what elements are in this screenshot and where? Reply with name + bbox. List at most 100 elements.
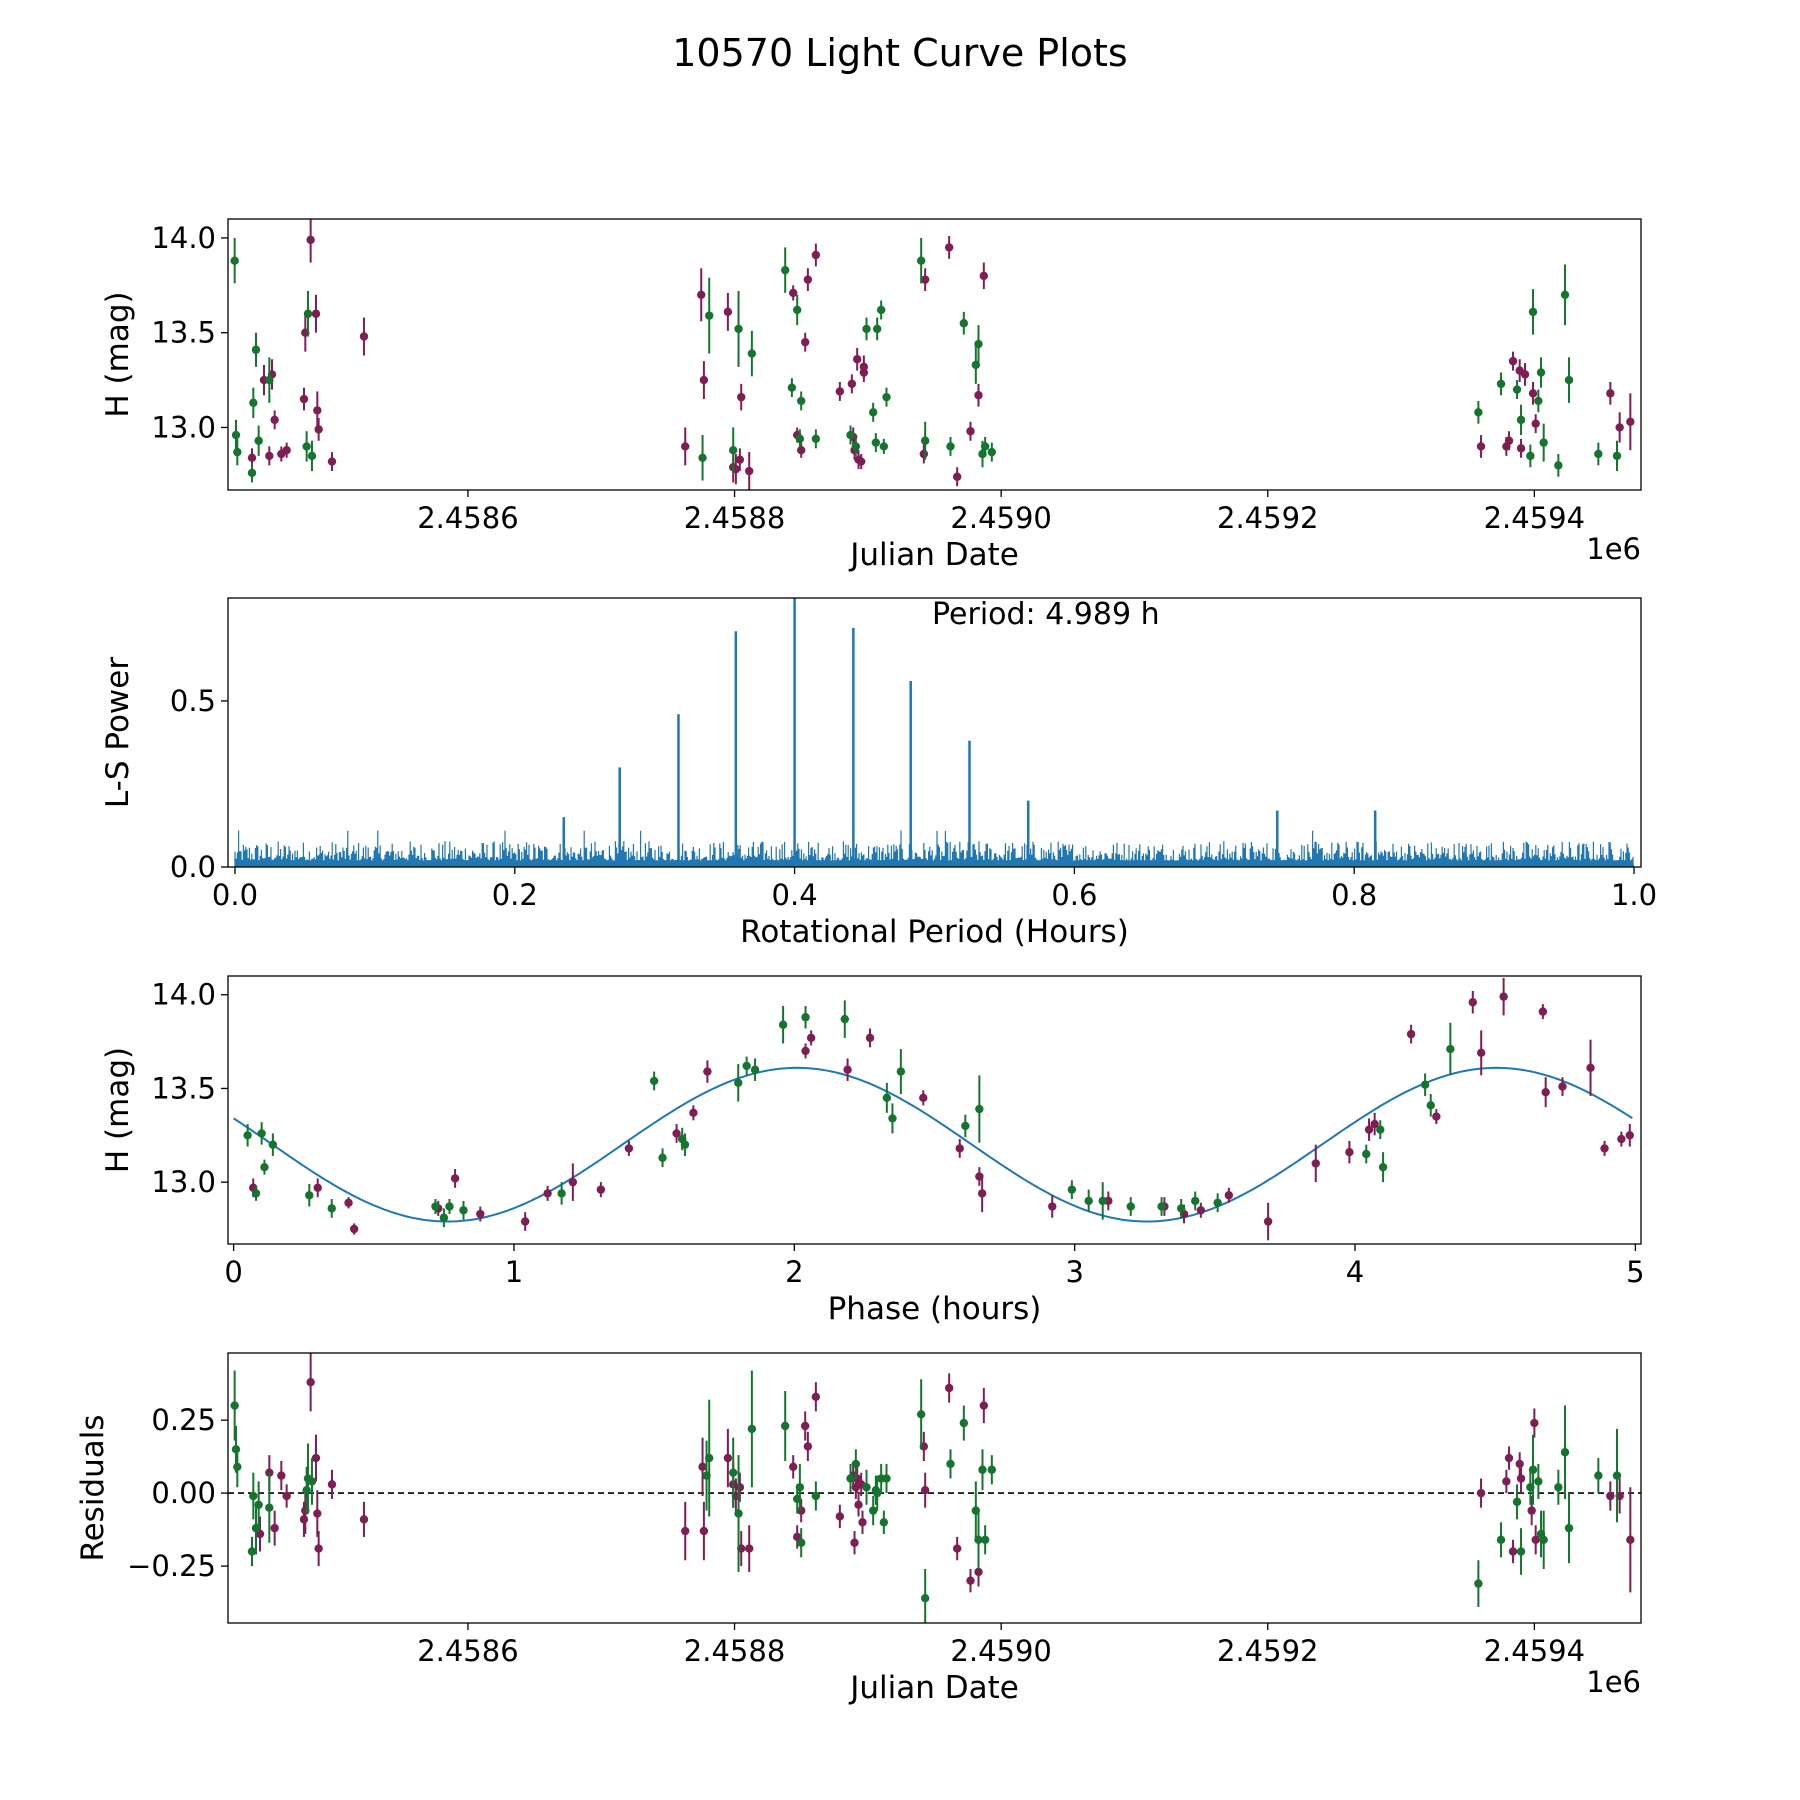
- data-point: [344, 1198, 353, 1207]
- data-point: [1554, 1483, 1563, 1492]
- data-point: [796, 1538, 806, 1547]
- data-point: [306, 1377, 315, 1387]
- data-point: [359, 332, 369, 341]
- x-tick-label: 0.4: [772, 878, 818, 912]
- x-tick-label: 2: [785, 1255, 803, 1289]
- data-point: [1378, 1162, 1388, 1172]
- data-point: [247, 453, 257, 462]
- data-point: [803, 275, 813, 284]
- data-point: [1528, 389, 1538, 398]
- data-point: [920, 1593, 930, 1603]
- data-point: [916, 256, 926, 265]
- data-point: [851, 1459, 861, 1469]
- periodogram-axes-frame: [227, 597, 1642, 868]
- data-point: [313, 1183, 322, 1192]
- data-point: [975, 1104, 984, 1114]
- data-point: [1594, 1471, 1603, 1480]
- data-point: [265, 1503, 274, 1512]
- data-point: [1496, 1535, 1506, 1545]
- data-point: [243, 1131, 252, 1140]
- data-point: [862, 324, 871, 334]
- data-point: [265, 375, 274, 385]
- data-point: [649, 1076, 659, 1086]
- data-point: [1263, 1217, 1273, 1226]
- data-point: [882, 1474, 891, 1483]
- x-tick-label: 2.4590: [950, 1634, 1051, 1668]
- data-point: [1612, 1471, 1622, 1480]
- data-point: [1516, 1547, 1526, 1556]
- data-point: [1612, 451, 1622, 461]
- data-point: [980, 442, 990, 451]
- x-tick-label: 2.4592: [1217, 1634, 1318, 1668]
- data-point: [1446, 1044, 1455, 1054]
- y-tick-label: 13.5: [151, 316, 216, 350]
- residuals-axes-frame: [227, 1352, 1642, 1624]
- data-point: [946, 1459, 955, 1469]
- data-point: [980, 1535, 990, 1545]
- data-point: [1468, 998, 1477, 1007]
- data-point: [1191, 1196, 1200, 1206]
- data-point: [1426, 1101, 1435, 1110]
- data-point: [1362, 1149, 1371, 1159]
- data-point: [349, 1224, 359, 1234]
- data-point: [879, 442, 889, 451]
- data-point: [476, 1209, 485, 1219]
- data-point: [265, 451, 274, 461]
- data-point: [314, 425, 323, 434]
- y-tick-label: 0.5: [170, 684, 216, 718]
- x-tick-label: 2.4588: [684, 1634, 785, 1668]
- data-point: [854, 1500, 863, 1509]
- data-point: [959, 1418, 969, 1428]
- data-point: [795, 434, 805, 444]
- data-point: [230, 256, 239, 265]
- data-point: [699, 1526, 709, 1536]
- period-annotation: Period: 4.989 h: [932, 597, 1160, 632]
- data-point: [1196, 1206, 1206, 1215]
- y-axis-label: L-S Power: [100, 657, 136, 808]
- x-axis-label: Julian Date: [848, 1670, 1019, 1706]
- data-point: [1516, 415, 1526, 425]
- data-point: [450, 1174, 460, 1183]
- data-point: [520, 1217, 530, 1226]
- data-point: [735, 455, 745, 464]
- x-offset-label: 1e6: [1586, 532, 1641, 566]
- data-point: [1508, 1547, 1518, 1556]
- data-point: [231, 1445, 241, 1454]
- data-point: [859, 368, 869, 377]
- data-point: [879, 1518, 889, 1527]
- data-point: [439, 1213, 449, 1222]
- data-point: [944, 243, 954, 252]
- data-point: [811, 250, 821, 260]
- data-point: [681, 1526, 690, 1536]
- data-point: [787, 383, 797, 392]
- x-tick-label: 0.2: [492, 878, 538, 912]
- data-point: [1474, 1579, 1483, 1588]
- y-tick-label: 14.0: [151, 221, 216, 255]
- data-point: [254, 436, 263, 445]
- data-point: [1499, 992, 1508, 1001]
- data-point: [703, 1067, 712, 1076]
- data-point: [747, 1424, 757, 1434]
- x-tick-label: 0.0: [212, 878, 258, 912]
- data-point: [792, 305, 802, 315]
- data-point: [313, 1509, 322, 1518]
- data-point: [811, 1392, 821, 1401]
- data-point: [734, 1509, 743, 1518]
- data-point: [1067, 1185, 1077, 1194]
- x-tick-label: 2.4590: [950, 501, 1051, 535]
- data-point: [966, 427, 975, 436]
- data-point: [750, 1065, 760, 1074]
- data-point: [850, 1538, 859, 1547]
- data-point: [961, 1121, 970, 1131]
- data-point: [882, 1093, 892, 1103]
- data-point: [327, 1204, 336, 1213]
- data-point: [1504, 1453, 1514, 1463]
- data-point: [1564, 1523, 1574, 1533]
- data-point: [1512, 385, 1522, 394]
- data-point: [872, 1488, 882, 1498]
- data-point: [1600, 1144, 1609, 1153]
- x-tick-label: 3: [1065, 1255, 1083, 1289]
- data-point: [1626, 1535, 1635, 1545]
- y-tick-label: 13.0: [151, 410, 216, 444]
